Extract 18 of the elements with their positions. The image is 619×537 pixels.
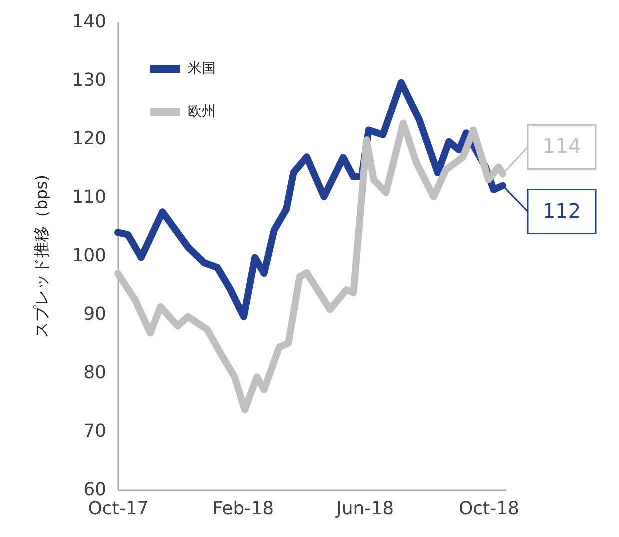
- x-tick-label: Jun-18: [336, 498, 394, 520]
- y-tick-label: 110: [72, 187, 106, 208]
- legend-label: 欧州: [188, 104, 216, 120]
- x-tick-label: Oct-17: [88, 498, 149, 520]
- x-tick-label: Oct-18: [458, 498, 520, 520]
- y-tick-label: 130: [72, 70, 106, 91]
- y-tick-label: 90: [84, 304, 106, 325]
- y-tick-label: 100: [72, 246, 106, 266]
- y-tick-label: 120: [72, 128, 106, 150]
- y-tick-label: 140: [72, 12, 106, 32]
- y-tick-label: 70: [84, 421, 106, 442]
- x-tick-label: Feb-18: [212, 498, 274, 520]
- y-tick-label: 60: [84, 480, 106, 500]
- legend-label: 米国: [188, 61, 216, 77]
- annotation: 114: [542, 134, 582, 158]
- annotation: 112: [542, 198, 582, 223]
- y-axis-title: スプレッド推移（bps): [32, 175, 52, 338]
- y-tick-label: 80: [84, 362, 106, 384]
